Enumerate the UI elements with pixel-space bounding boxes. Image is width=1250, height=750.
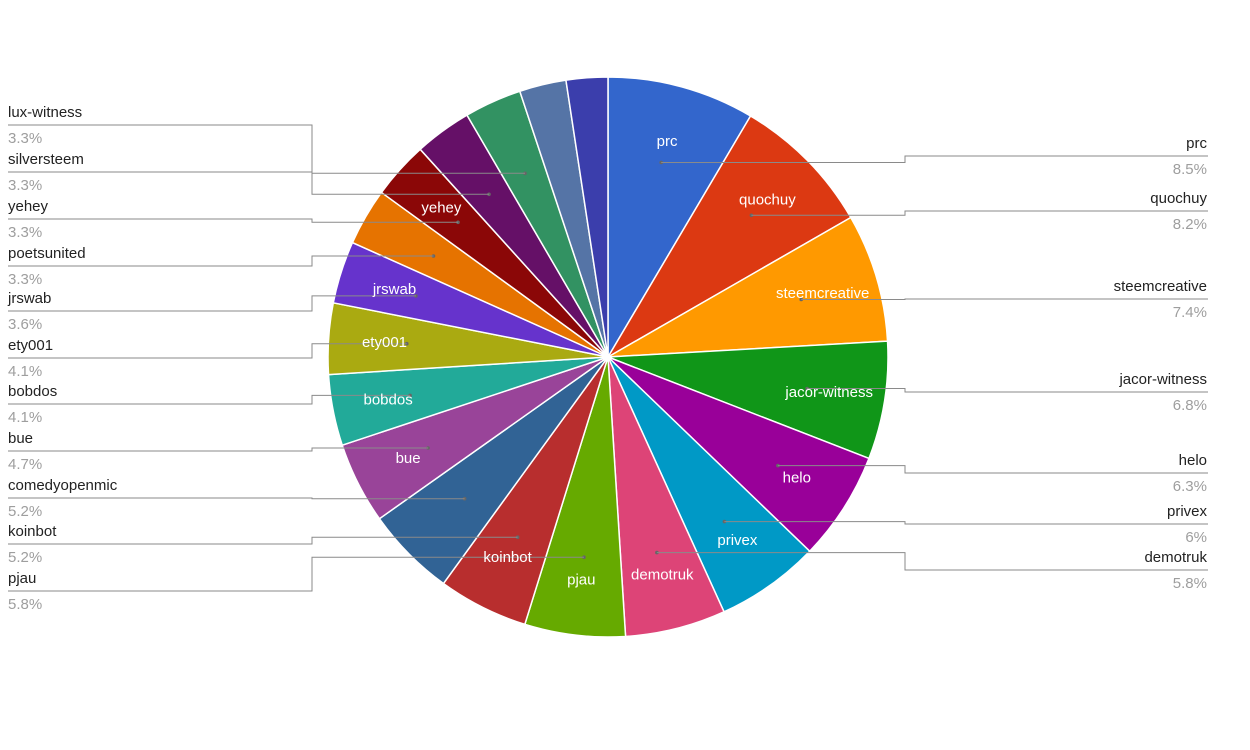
slice-label-privex: privex bbox=[717, 532, 758, 549]
callout-name-comedyopenmic: comedyopenmic bbox=[8, 477, 118, 494]
leader-line-comedyopenmic bbox=[8, 497, 465, 500]
callout-value-koinbot: 5.2% bbox=[8, 549, 42, 566]
callout-name-prc: prc bbox=[1186, 135, 1207, 152]
leader-line-jrswab bbox=[8, 295, 416, 312]
leader-line-koinbot bbox=[8, 536, 518, 545]
callout-name-yehey: yehey bbox=[8, 198, 49, 215]
slice-label-koinbot: koinbot bbox=[483, 549, 532, 566]
callout-value-comedyopenmic: 5.2% bbox=[8, 503, 42, 520]
callout-value-jrswab: 3.6% bbox=[8, 316, 42, 333]
pie-slice-quochuy[interactable] bbox=[605, 114, 852, 360]
leader-line-privex bbox=[724, 521, 1208, 525]
callout-value-yehey: 3.3% bbox=[8, 224, 42, 241]
slice-label-steemcreative: steemcreative bbox=[776, 285, 869, 302]
slice-label-jrswab: jrswab bbox=[372, 281, 416, 298]
callout-name-ety001: ety001 bbox=[8, 337, 53, 354]
callout-value-silversteem: 3.3% bbox=[8, 177, 42, 194]
leader-line-steemcreative bbox=[801, 298, 1208, 300]
leader-line-yehey bbox=[8, 218, 458, 223]
pie-slice-unlabeled-19[interactable] bbox=[565, 76, 609, 358]
callout-value-pjau: 5.8% bbox=[8, 596, 42, 613]
callout-name-pjau: pjau bbox=[8, 570, 36, 587]
callout-value-quochuy: 8.2% bbox=[1173, 216, 1207, 233]
pie-slice-steemcreative[interactable] bbox=[607, 216, 889, 358]
slice-label-quochuy: quochuy bbox=[739, 192, 796, 209]
leader-line-bue bbox=[8, 447, 429, 452]
callout-value-bue: 4.7% bbox=[8, 456, 42, 473]
leader-line-jacor-witness bbox=[807, 388, 1208, 393]
slice-label-demotruk: demotruk bbox=[631, 566, 694, 583]
callout-name-bobdos: bobdos bbox=[8, 383, 57, 400]
leader-line-pjau bbox=[8, 556, 584, 592]
leader-dot-bobdos bbox=[408, 393, 412, 398]
callout-name-silversteem: silversteem bbox=[8, 151, 84, 168]
slice-label-prc: prc bbox=[657, 133, 678, 150]
slice-label-jacor-witness: jacor-witness bbox=[784, 384, 873, 401]
callout-value-ety001: 4.1% bbox=[8, 363, 42, 380]
pie-slice-prc[interactable] bbox=[607, 76, 752, 360]
callout-name-lux-witness: lux-witness bbox=[8, 104, 82, 121]
callout-value-privex: 6% bbox=[1185, 529, 1207, 546]
slice-label-helo: helo bbox=[783, 470, 811, 487]
slice-label-bobdos: bobdos bbox=[363, 392, 412, 409]
callout-value-jacor-witness: 6.8% bbox=[1173, 397, 1207, 414]
leader-line-prc bbox=[661, 155, 1208, 163]
callout-value-bobdos: 4.1% bbox=[8, 409, 42, 426]
leader-line-bobdos bbox=[8, 394, 411, 405]
callout-value-prc: 8.5% bbox=[1173, 161, 1207, 178]
callout-name-quochuy: quochuy bbox=[1150, 190, 1207, 207]
callout-value-poetsunited: 3.3% bbox=[8, 271, 42, 288]
leader-line-demotruk bbox=[656, 552, 1208, 571]
callout-name-poetsunited: poetsunited bbox=[8, 245, 86, 262]
leader-dot-comedyopenmic bbox=[462, 496, 467, 501]
callout-value-demotruk: 5.8% bbox=[1173, 575, 1207, 592]
callout-name-koinbot: koinbot bbox=[8, 523, 57, 540]
leader-line-helo bbox=[777, 465, 1208, 474]
callout-name-jacor-witness: jacor-witness bbox=[1118, 371, 1207, 388]
slice-label-pjau: pjau bbox=[567, 571, 595, 588]
callout-name-demotruk: demotruk bbox=[1144, 549, 1207, 566]
callout-name-privex: privex bbox=[1167, 503, 1208, 520]
callout-name-bue: bue bbox=[8, 430, 33, 447]
callout-value-helo: 6.3% bbox=[1173, 478, 1207, 495]
leader-line-silversteem bbox=[8, 171, 489, 195]
leader-line-ety001 bbox=[8, 343, 407, 359]
leader-line-poetsunited bbox=[8, 255, 434, 267]
leader-dot-jrswab bbox=[414, 294, 418, 298]
callout-value-steemcreative: 7.4% bbox=[1173, 304, 1207, 321]
callout-name-steemcreative: steemcreative bbox=[1114, 278, 1207, 295]
callout-name-helo: helo bbox=[1179, 452, 1207, 469]
callout-name-jrswab: jrswab bbox=[7, 290, 51, 307]
leader-dot-bue bbox=[426, 446, 430, 450]
pie-slice-jacor-witness[interactable] bbox=[607, 340, 889, 460]
slice-label-bue: bue bbox=[396, 450, 421, 467]
slice-label-ety001: ety001 bbox=[362, 334, 407, 351]
leader-line-quochuy bbox=[751, 210, 1208, 216]
slice-label-yehey: yehey bbox=[421, 199, 462, 216]
leader-line-lux-witness bbox=[8, 124, 525, 174]
callout-value-lux-witness: 3.3% bbox=[8, 130, 42, 147]
